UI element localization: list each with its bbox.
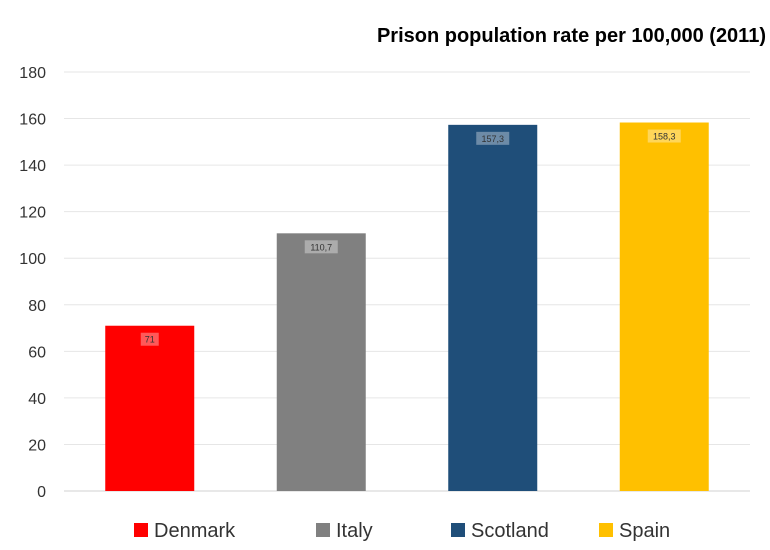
legend-label: Denmark bbox=[154, 520, 236, 542]
data-label-box bbox=[647, 129, 681, 143]
data-label-box bbox=[304, 240, 338, 254]
y-tick-label: 20 bbox=[28, 437, 46, 454]
data-label: 71 bbox=[145, 335, 155, 345]
data-labels: 71 110,7 157,3 158,3 bbox=[140, 129, 681, 346]
data-label-box bbox=[476, 131, 510, 145]
y-tick-label: 60 bbox=[28, 344, 46, 361]
bar-italy bbox=[276, 233, 366, 491]
y-tick-label: 0 bbox=[37, 484, 46, 501]
bar-denmark bbox=[105, 325, 195, 491]
y-axis-tick-labels: 0 20 40 60 80 100 120 140 160 180 bbox=[19, 65, 46, 501]
legend-label: Italy bbox=[336, 520, 373, 542]
chart-title: Prison population rate per 100,000 (2011… bbox=[377, 25, 766, 47]
bar-spain bbox=[619, 122, 709, 491]
legend-swatch-scotland bbox=[451, 523, 465, 537]
legend-swatch-italy bbox=[316, 523, 330, 537]
data-label-box bbox=[140, 332, 159, 346]
y-tick-label: 140 bbox=[19, 158, 46, 175]
legend-label: Spain bbox=[619, 520, 670, 542]
y-tick-label: 180 bbox=[19, 65, 46, 82]
y-tick-label: 100 bbox=[19, 251, 46, 268]
legend-label: Scotland bbox=[471, 520, 549, 542]
legend-swatch-denmark bbox=[134, 523, 148, 537]
bar-scotland bbox=[448, 124, 538, 492]
data-label: 157,3 bbox=[481, 134, 504, 144]
y-tick-label: 160 bbox=[19, 112, 46, 129]
bars bbox=[105, 122, 709, 492]
y-tick-label: 80 bbox=[28, 298, 46, 315]
data-label: 110,7 bbox=[310, 242, 332, 252]
legend-swatch-spain bbox=[599, 523, 613, 537]
data-label: 158,3 bbox=[653, 132, 676, 142]
legend: Denmark Italy Scotland Spain bbox=[134, 520, 670, 542]
y-tick-label: 120 bbox=[19, 205, 46, 222]
y-tick-label: 40 bbox=[28, 391, 46, 408]
